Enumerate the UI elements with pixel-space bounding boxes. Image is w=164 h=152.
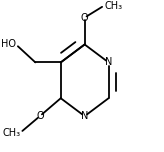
Text: CH₃: CH₃ xyxy=(2,128,20,138)
Text: N: N xyxy=(105,57,112,67)
Text: O: O xyxy=(81,13,88,23)
Text: HO: HO xyxy=(1,40,16,49)
Text: N: N xyxy=(81,111,88,121)
Text: O: O xyxy=(36,111,44,121)
Text: CH₃: CH₃ xyxy=(104,1,122,11)
